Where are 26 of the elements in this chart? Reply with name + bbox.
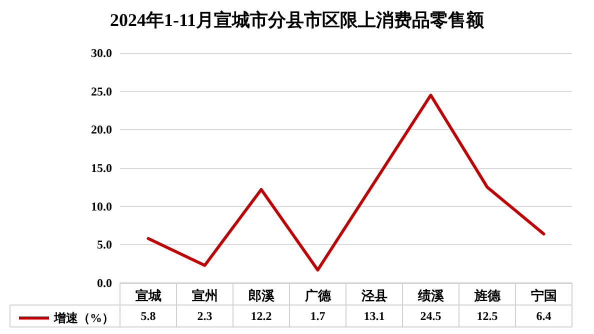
y-tick-label: 25.0 <box>91 84 112 98</box>
x-tick-label: 郎溪 <box>248 288 276 303</box>
data-label: 5.8 <box>140 309 156 323</box>
data-label: 24.5 <box>420 309 442 323</box>
line-series <box>146 94 546 272</box>
y-tick-label: 10.0 <box>91 199 112 214</box>
data-label: 12.5 <box>476 309 498 323</box>
x-tick-label: 宁国 <box>530 288 557 303</box>
x-tick-label: 广德 <box>304 288 332 303</box>
legend-label: 增速（%） <box>53 311 114 325</box>
x-tick-label: 旌德 <box>473 288 502 303</box>
chart-title: 2024年1-11月宣城市分县市区限上消费品零售额 <box>110 10 485 30</box>
x-tick-label: 绩溪 <box>416 288 445 303</box>
data-label: 13.1 <box>364 309 385 323</box>
x-tick-label: 宣州 <box>192 288 218 303</box>
y-tick-label: 15.0 <box>91 161 112 175</box>
data-label: 6.4 <box>536 309 552 323</box>
data-label: 12.2 <box>250 309 272 323</box>
data-label: 1.7 <box>310 309 326 323</box>
y-tick-label: 20.0 <box>91 122 112 137</box>
y-tick-label: 0.0 <box>97 276 112 290</box>
x-tick-label: 泾县 <box>360 288 388 303</box>
data-label: 2.3 <box>197 309 212 323</box>
y-tick-label: 30.0 <box>91 46 112 60</box>
y-tick-label: 5.0 <box>97 238 112 252</box>
x-tick-label: 宣城 <box>135 288 162 303</box>
